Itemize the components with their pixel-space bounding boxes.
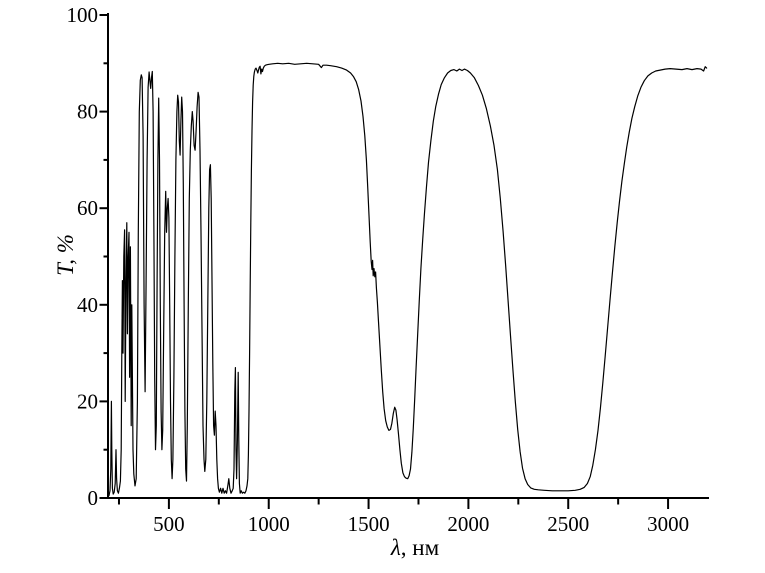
y-tick-label: 40 (77, 293, 98, 317)
x-tick-label: 1500 (348, 512, 390, 536)
y-tick-label: 60 (77, 196, 98, 220)
x-tick-label: 2500 (547, 512, 589, 536)
x-tick-label: 500 (153, 512, 185, 536)
y-tick-label: 100 (67, 3, 99, 27)
x-tick-label: 2000 (447, 512, 489, 536)
transmission-curve (108, 62, 708, 497)
x-axis-title-unit: , нм (401, 535, 440, 560)
y-tick-label: 20 (77, 389, 98, 413)
x-tick-label: 1000 (248, 512, 290, 536)
y-axis-major-ticks (99, 14, 108, 499)
x-axis-title: λ, нм (390, 535, 440, 560)
x-axis-minor-ticks (117, 498, 620, 505)
x-axis-tick-labels: 500 1000 1500 2000 2500 3000 (153, 512, 689, 536)
x-tick-label: 3000 (647, 512, 689, 536)
y-axis-tick-labels: 0 20 40 60 80 100 (67, 3, 99, 510)
y-axis-minor-ticks (103, 62, 108, 451)
x-axis-major-ticks (167, 498, 670, 509)
y-tick-label: 0 (88, 486, 99, 510)
y-tick-label: 80 (77, 100, 98, 124)
x-axis-title-symbol: λ (390, 535, 401, 560)
y-axis-title: T, % (53, 234, 78, 276)
